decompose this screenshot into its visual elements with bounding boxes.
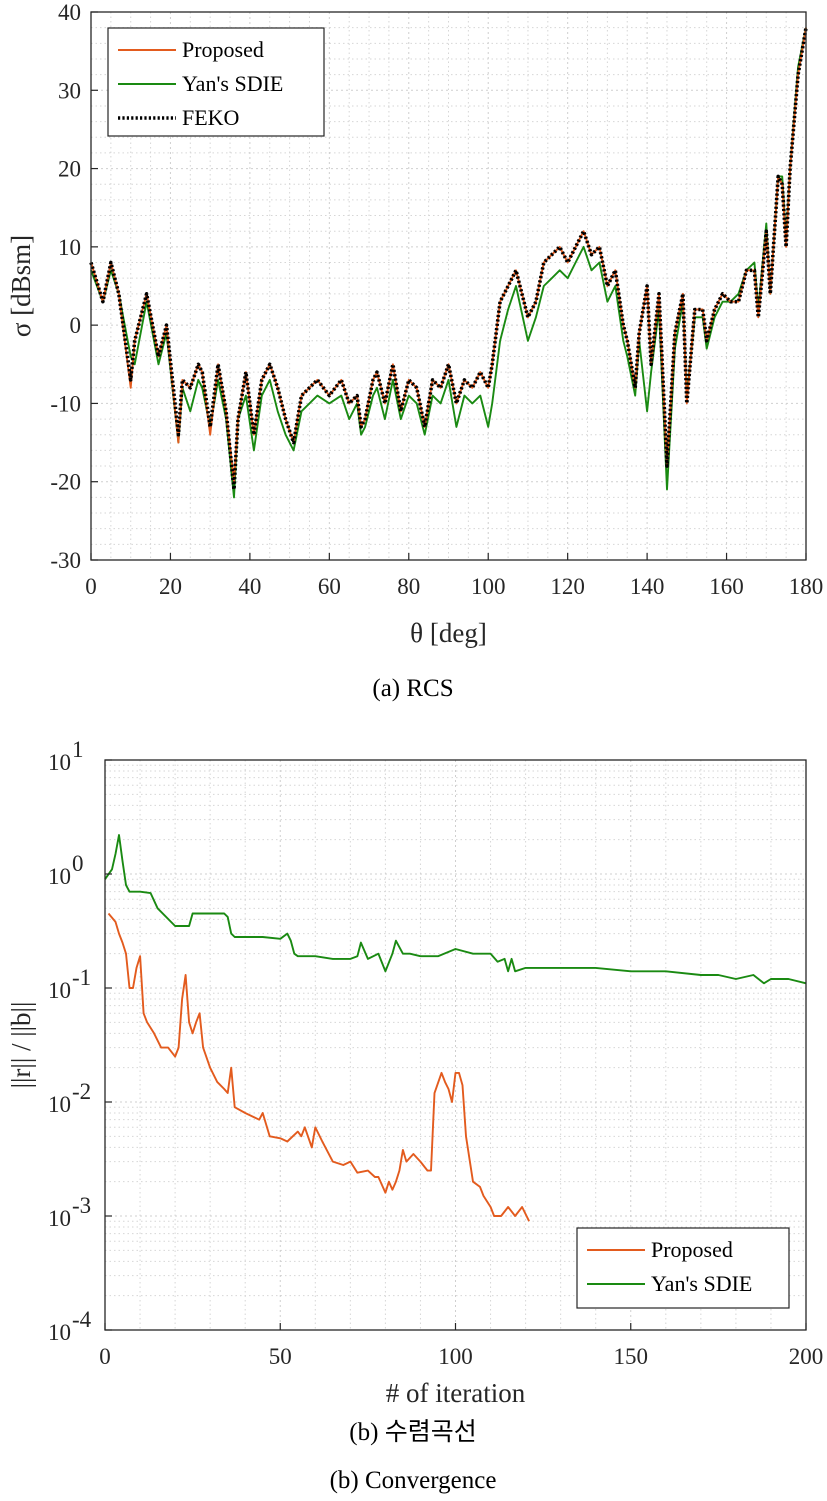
x-tick-label: 80 [397, 574, 420, 599]
x-tick-label: 60 [318, 574, 341, 599]
x-tick-label: 120 [550, 574, 585, 599]
y-tick-label: 10 [48, 1206, 71, 1231]
legend-label-feko: FEKO [182, 105, 239, 130]
y-tick-label: 10 [48, 978, 71, 1003]
legend-box [107, 27, 325, 137]
x-tick-label: 140 [630, 574, 665, 599]
x-tick-label: 160 [709, 574, 744, 599]
y-tick-label: 10 [48, 1320, 71, 1345]
series-line-proposed [107, 912, 530, 1222]
rcs-caption: (a) RCS [372, 675, 453, 702]
y-tick-label: 10 [48, 750, 71, 775]
legend-label-proposed: Proposed [182, 37, 264, 62]
x-axis-label: θ [deg] [410, 618, 487, 648]
x-tick-label: 100 [471, 574, 506, 599]
y-tick-exponent: -4 [72, 1307, 92, 1332]
y-tick-label: 10 [48, 1092, 71, 1117]
y-tick-exponent: -2 [72, 1079, 91, 1104]
legend-box [576, 1227, 790, 1309]
x-tick-label: 40 [238, 574, 261, 599]
legend-label-yans-sdie: Yan's SDIE [182, 71, 283, 96]
legend-label-proposed: Proposed [651, 1237, 733, 1262]
rcs-chart: 0 20 40 60 80 100 120 140 160 180 -30 -20 -10 0 10 20 30… [6, 0, 823, 648]
x-tick-label: 100 [438, 1344, 473, 1369]
series-line-feko [89, 27, 808, 492]
y-tick-label: 40 [58, 0, 81, 25]
y-tick-label: 10 [58, 235, 81, 260]
y-tick-label: 10 [48, 864, 71, 889]
legend-label-yans-sdie: Yan's SDIE [651, 1271, 752, 1296]
series-line-yans-sdie [104, 834, 807, 985]
x-tick-label: 0 [85, 574, 97, 599]
y-tick-exponent: -3 [72, 1193, 91, 1218]
y-tick-label: -10 [50, 391, 81, 416]
x-tick-label: 150 [614, 1344, 649, 1369]
x-tick-label: 50 [269, 1344, 292, 1369]
x-tick-label: 180 [789, 574, 824, 599]
y-axis-label: σ [dBsm] [6, 235, 36, 337]
y-tick-exponent: -1 [72, 965, 91, 990]
x-axis-label: # of iteration [386, 1378, 526, 1408]
x-tick-label: 20 [159, 574, 182, 599]
y-tick-exponent: 0 [72, 851, 84, 876]
y-tick-label: 0 [70, 313, 82, 338]
y-tick-label: 20 [58, 157, 81, 182]
y-axis-label: ||r|| / ||b|| [6, 1002, 36, 1089]
y-tick-label: -20 [50, 470, 81, 495]
y-tick-label: -30 [50, 548, 81, 573]
y-tick-exponent: 1 [72, 737, 84, 762]
rcs-axes-frame [90, 11, 807, 561]
x-tick-label: 200 [789, 1344, 824, 1369]
x-tick-label: 0 [99, 1344, 111, 1369]
y-tick-label: 30 [58, 78, 81, 103]
convergence-caption-korean: (b) 수렴곡선 [349, 1418, 476, 1446]
convergence-caption-english: (b) Convergence [330, 1467, 497, 1494]
